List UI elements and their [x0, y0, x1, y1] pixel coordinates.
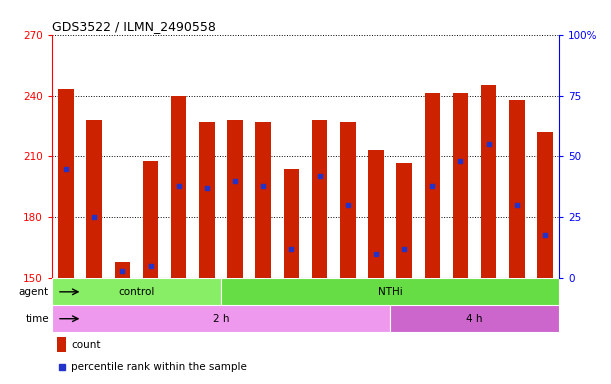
Bar: [390, 305, 559, 332]
Bar: [397, 162, 412, 278]
Bar: [368, 151, 384, 278]
Bar: [58, 89, 74, 278]
Bar: [537, 132, 553, 278]
Text: control: control: [119, 287, 155, 297]
Bar: [227, 120, 243, 278]
Bar: [425, 93, 440, 278]
Text: percentile rank within the sample: percentile rank within the sample: [71, 362, 247, 372]
Bar: [52, 305, 390, 332]
Bar: [115, 262, 130, 278]
Bar: [86, 120, 102, 278]
Bar: [143, 161, 158, 278]
Bar: [52, 278, 221, 305]
Bar: [171, 96, 186, 278]
Bar: [255, 122, 271, 278]
Bar: [52, 278, 559, 384]
Bar: [221, 278, 559, 305]
Text: 2 h: 2 h: [213, 314, 229, 324]
Text: count: count: [71, 339, 101, 349]
Bar: [57, 336, 66, 352]
Text: time: time: [25, 314, 49, 324]
Text: GDS3522 / ILMN_2490558: GDS3522 / ILMN_2490558: [52, 20, 216, 33]
Bar: [340, 122, 356, 278]
Bar: [284, 169, 299, 278]
Text: 4 h: 4 h: [466, 314, 483, 324]
Bar: [453, 93, 468, 278]
Bar: [481, 85, 496, 278]
Bar: [509, 99, 525, 278]
Text: NTHi: NTHi: [378, 287, 403, 297]
Bar: [199, 122, 214, 278]
Text: agent: agent: [19, 287, 49, 297]
Bar: [312, 120, 327, 278]
